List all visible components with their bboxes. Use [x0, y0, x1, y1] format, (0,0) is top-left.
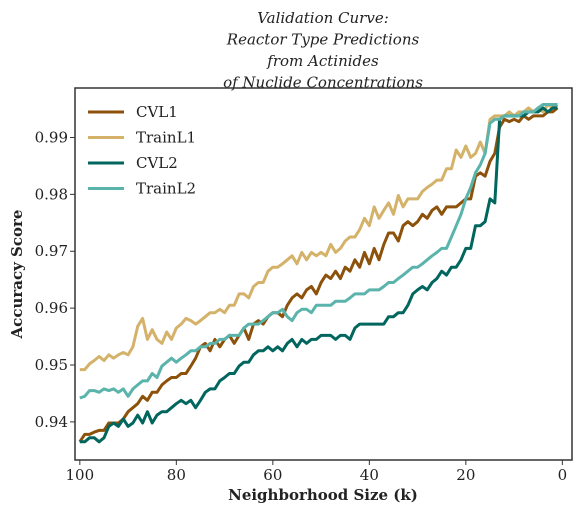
- x-tick-label: 100: [66, 466, 95, 484]
- legend-label-cvl2: CVL2: [136, 154, 178, 172]
- legend-label-trainl2: TrainL2: [136, 180, 196, 198]
- series-line-cvl1: [78, 106, 559, 443]
- x-axis-ticks: 100 80 60 40 20 0: [66, 460, 568, 484]
- x-tick-label: 20: [456, 466, 475, 484]
- y-axis-ticks: 0.94 0.95 0.96 0.97 0.98 0.99: [35, 128, 75, 431]
- x-tick-label: 80: [167, 466, 186, 484]
- chart-title: Validation Curve: Reactor Type Prediction…: [223, 9, 423, 92]
- x-tick-label: 60: [263, 466, 282, 484]
- series-line-cvl2: [79, 106, 558, 444]
- series-line-trainl1: [79, 103, 559, 372]
- chart-title-line: of Nuclide Concentrations: [223, 74, 423, 92]
- series-lines: [78, 103, 559, 444]
- y-tick-label: 0.97: [35, 242, 68, 260]
- plot-frame: [74, 87, 573, 461]
- chart-title-line: Validation Curve:: [257, 9, 389, 27]
- chart-title-line: from Actinides: [266, 52, 379, 70]
- x-axis-label: Neighborhood Size (k): [228, 486, 418, 504]
- legend-label-cvl1: CVL1: [136, 103, 178, 121]
- y-tick-label: 0.99: [35, 128, 68, 146]
- x-tick-label: 0: [558, 466, 568, 484]
- legend: CVL1 TrainL1 CVL2 TrainL2: [88, 103, 196, 198]
- series-line-trainl2: [79, 103, 558, 400]
- y-tick-label: 0.98: [35, 185, 68, 203]
- y-tick-label: 0.95: [35, 356, 68, 374]
- y-tick-label: 0.96: [35, 299, 68, 317]
- chart-title-line: Reactor Type Predictions: [226, 31, 420, 49]
- y-axis-label: Accuracy Score: [8, 210, 26, 340]
- y-tick-label: 0.94: [35, 413, 68, 431]
- legend-label-trainl1: TrainL1: [136, 129, 196, 147]
- x-tick-label: 40: [360, 466, 379, 484]
